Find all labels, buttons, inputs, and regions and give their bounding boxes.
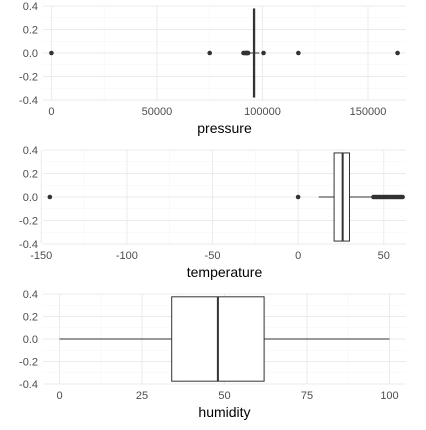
x-tick-label: 0: [295, 250, 301, 262]
y-tick-label: -0.4: [19, 239, 38, 251]
outlier-point: [295, 194, 301, 200]
x-axis-title: humidity: [198, 404, 250, 420]
x-tick-label: 50: [378, 250, 390, 262]
y-tick-label: 0.2: [23, 169, 38, 181]
y-tick-label: -0.4: [19, 379, 38, 391]
outlier-point: [261, 50, 266, 56]
x-tick-label: 0: [48, 106, 54, 118]
x-tick-label: 50: [218, 390, 230, 402]
y-tick-label: -0.2: [19, 357, 38, 369]
x-tick-label: 25: [136, 390, 148, 402]
x-tick-label: 100000: [244, 106, 281, 118]
y-tick-label: 0.0: [23, 192, 38, 204]
y-tick-label: 0.4: [23, 1, 38, 13]
outlier-point: [400, 194, 405, 200]
y-tick-label: 0.4: [23, 145, 38, 157]
y-tick-label: 0.0: [23, 48, 38, 60]
x-tick-label: 75: [301, 390, 313, 402]
y-tick-label: -0.2: [19, 216, 38, 228]
x-tick-label: 100: [380, 390, 398, 402]
x-tick-label: 50000: [142, 106, 173, 118]
x-tick-label: -150: [30, 250, 52, 262]
x-axis-title: temperature: [187, 264, 263, 280]
y-tick-label: 0.0: [23, 334, 38, 346]
panel-humidity: 0.4 0.2 0.0 -0.2 -0.4 0 25 50 75 100 humidity: [19, 289, 406, 420]
y-tick-label: 0.2: [23, 25, 38, 37]
outlier-point: [395, 50, 400, 56]
panel-pressure: 0.4 0.2 0.0 -0.2 -0.4 0 50000 100000 150000 press…: [19, 1, 406, 136]
x-tick-label: -100: [116, 250, 138, 262]
outlier-point: [49, 50, 54, 56]
x-tick-label: -50: [205, 250, 221, 262]
outlier-point: [47, 194, 53, 200]
y-tick-label: 0.2: [23, 312, 38, 324]
x-axis-title: pressure: [197, 120, 252, 136]
outlier-point: [296, 50, 301, 56]
x-tick-label: 0: [56, 390, 62, 402]
outlier-point: [245, 50, 251, 56]
outlier-point: [207, 50, 213, 56]
y-tick-label: -0.4: [19, 95, 38, 107]
y-tick-label: 0.4: [23, 289, 38, 301]
y-tick-label: -0.2: [19, 72, 38, 84]
x-tick-label: 150000: [350, 106, 387, 118]
panel-temperature: 0.4 0.2 0.0 -0.2 -0.4-150 -100 -50 0 50 temperatu…: [19, 145, 406, 280]
